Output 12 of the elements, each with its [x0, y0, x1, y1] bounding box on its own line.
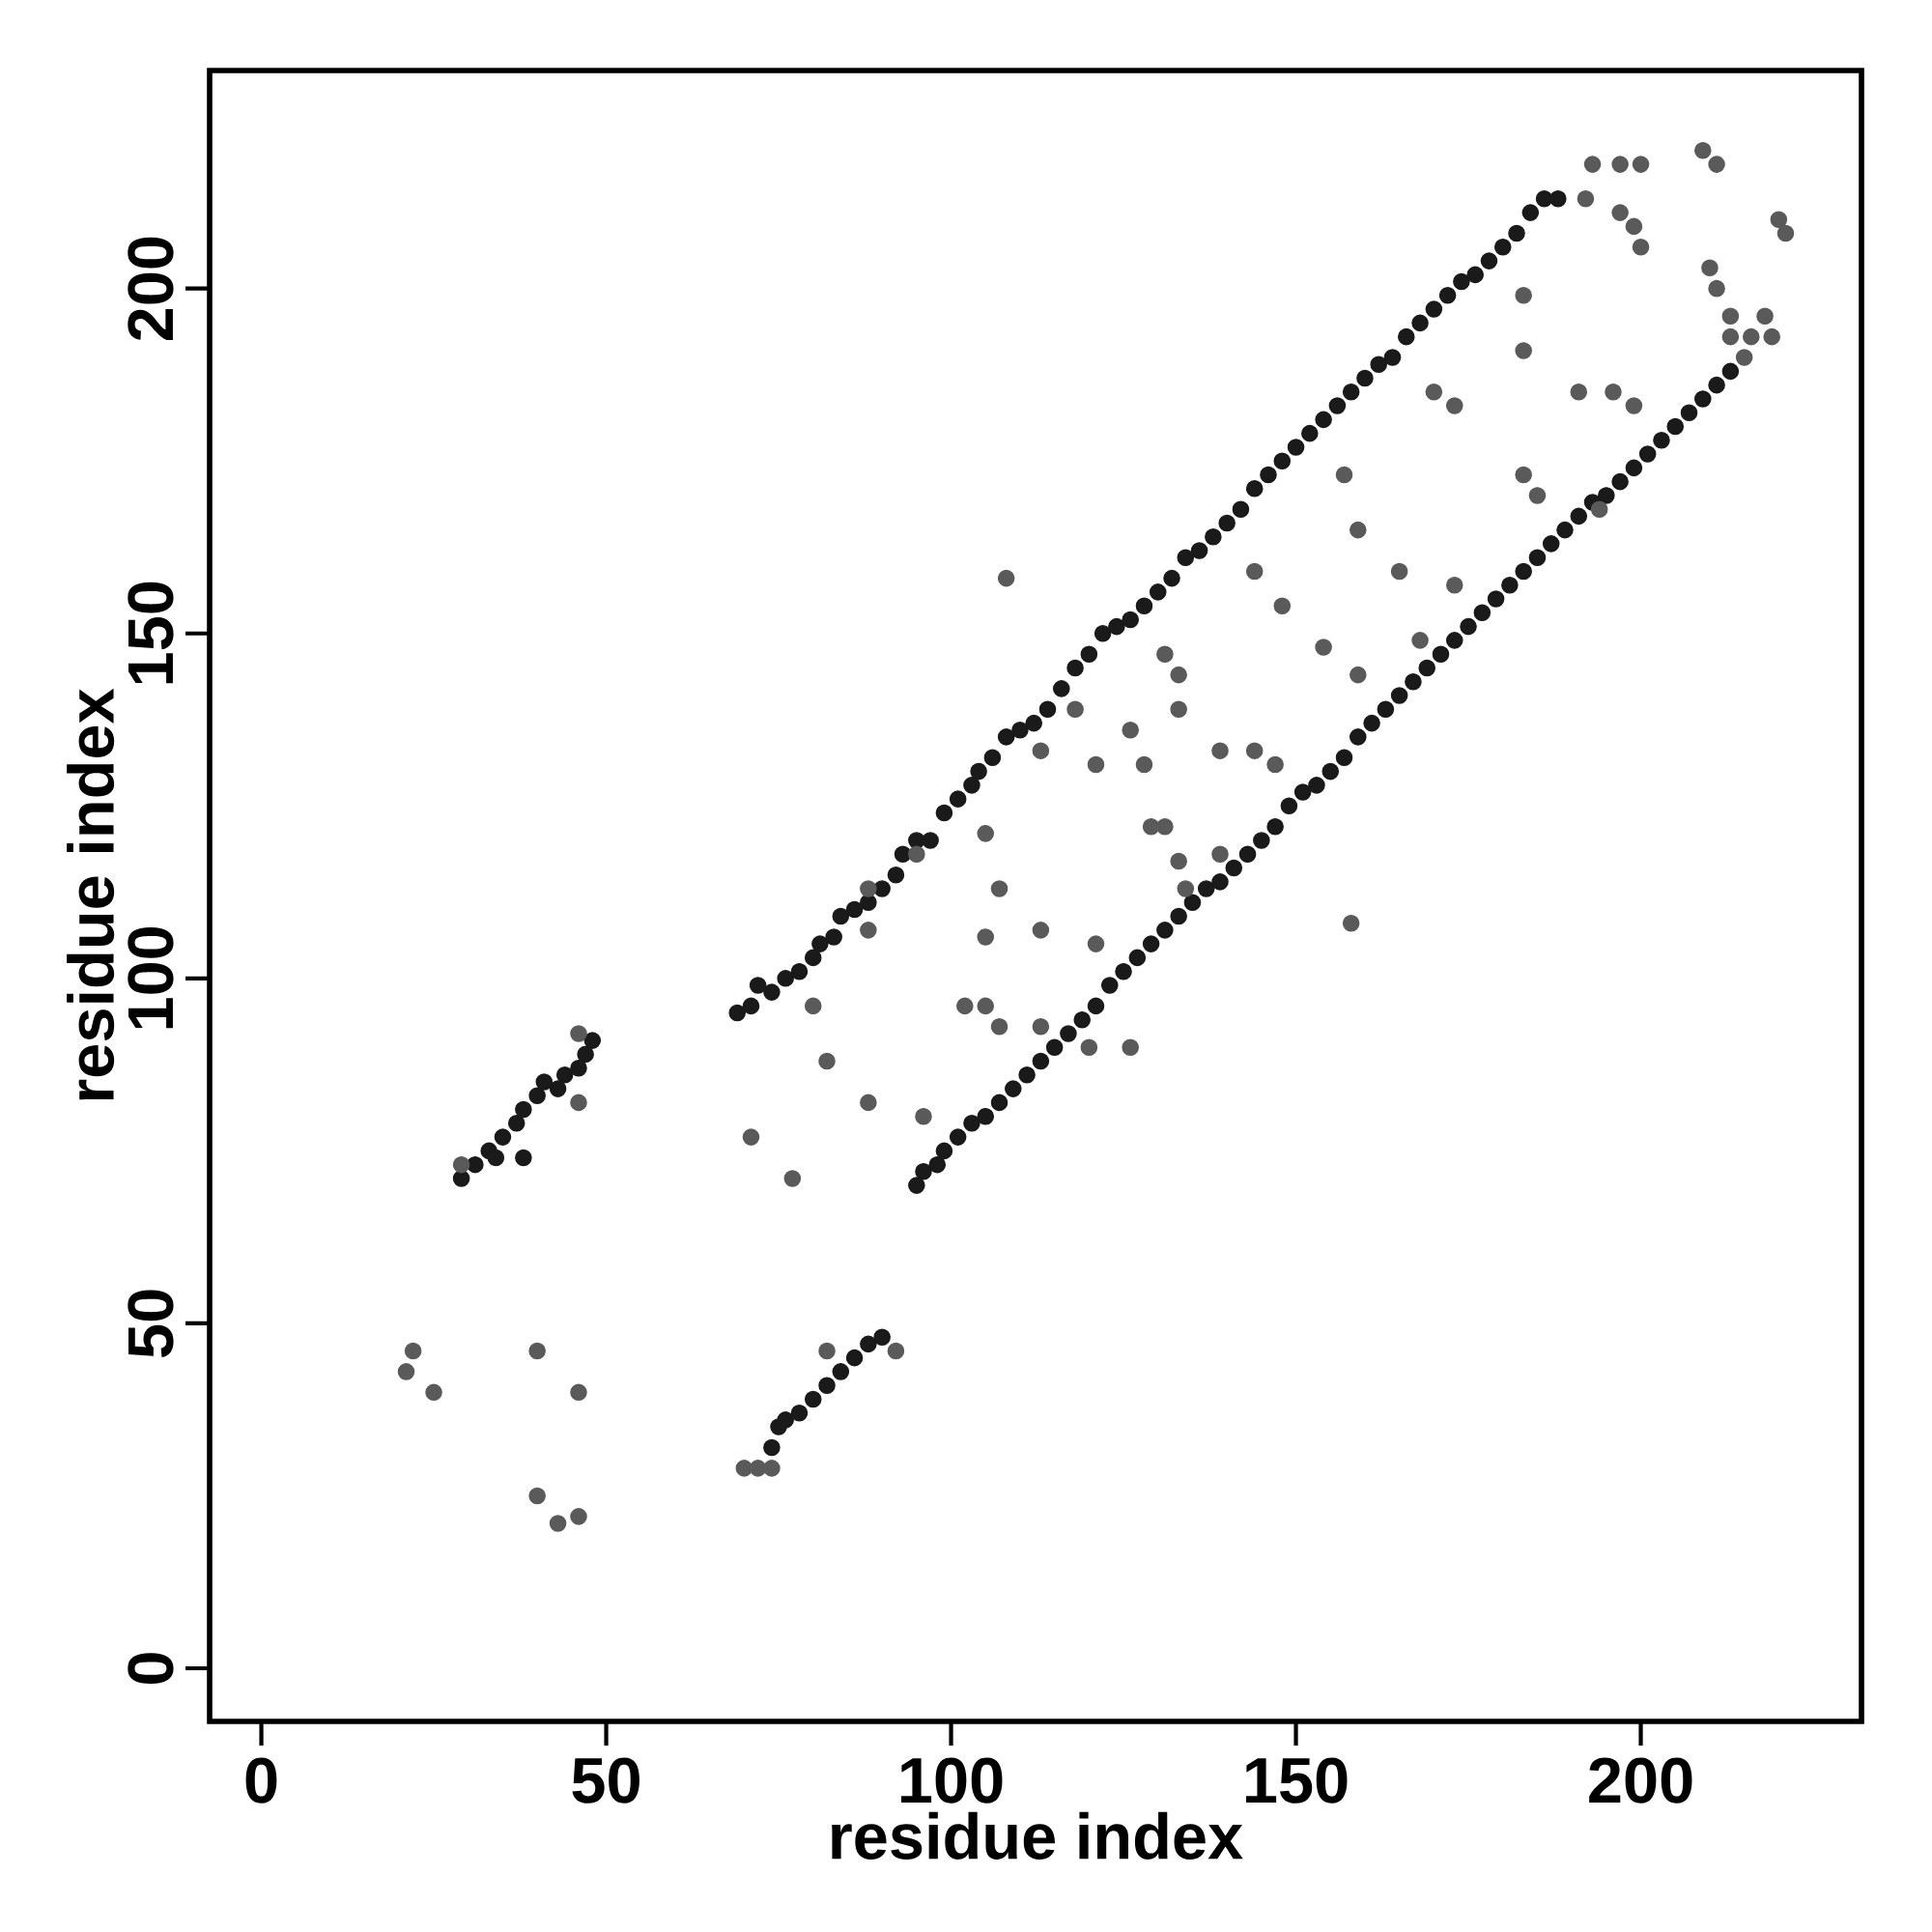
x-tick-label: 100 [901, 1757, 1003, 1804]
y-tick-label: 100 [128, 926, 174, 1029]
x-axis-title: residue index [832, 1811, 1243, 1860]
x-tick-label: 0 [245, 1757, 277, 1804]
y-tick-label: 50 [128, 1290, 174, 1358]
y-tick-label: 200 [128, 237, 174, 341]
y-tick-label: 0 [128, 1653, 174, 1684]
x-tick-label: 50 [572, 1757, 639, 1804]
x-tick-label: 200 [1589, 1757, 1692, 1804]
x-tick-label: 150 [1246, 1757, 1348, 1804]
y-tick-label: 150 [128, 582, 174, 684]
y-axis-title: residue index [67, 688, 115, 1100]
